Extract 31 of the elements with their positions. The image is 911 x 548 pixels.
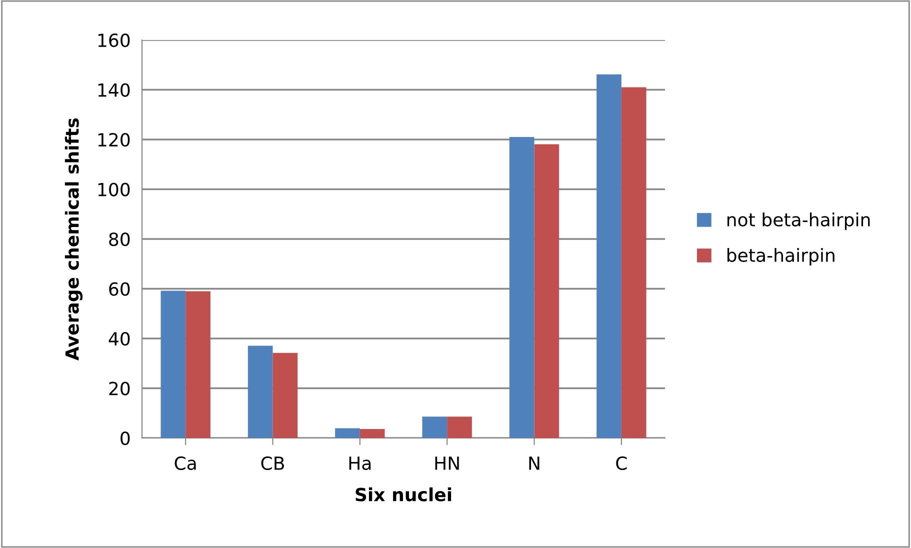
x-tick-label: CB [261, 456, 284, 470]
legend-label: beta-hairpin [727, 248, 834, 266]
y-tick-label: 60 [109, 282, 130, 296]
bar [272, 352, 298, 438]
y-tick-label: 160 [98, 33, 130, 48]
bar [534, 144, 560, 438]
y-tick-label: 0 [120, 431, 130, 446]
bar [186, 291, 210, 438]
bar [509, 137, 534, 438]
bar [248, 346, 273, 438]
x-tick-label: Ca [174, 456, 196, 470]
bar [160, 290, 186, 438]
y-tick-label: 40 [108, 332, 130, 346]
bar [335, 428, 360, 438]
y-tick-label: 100 [98, 182, 130, 196]
x-tick-label: N [529, 456, 540, 470]
y-tick-label: 20 [109, 382, 130, 396]
bar [596, 74, 622, 438]
x-tick-label: HN [435, 456, 459, 470]
y-axis-title: Average chemical shifts [64, 118, 83, 360]
y-tick-label: 120 [98, 132, 130, 147]
y-tick-label: 140 [98, 83, 130, 97]
bar [360, 429, 385, 438]
legend-label: not beta-hairpin [727, 212, 870, 230]
bar [621, 87, 646, 438]
y-tick-label: 80 [109, 232, 130, 246]
x-tick-label: Ha [349, 456, 371, 470]
x-tick-label: C [616, 456, 627, 470]
bar [422, 416, 448, 438]
x-axis-title: Six nuclei [356, 487, 452, 502]
bar [447, 416, 472, 438]
